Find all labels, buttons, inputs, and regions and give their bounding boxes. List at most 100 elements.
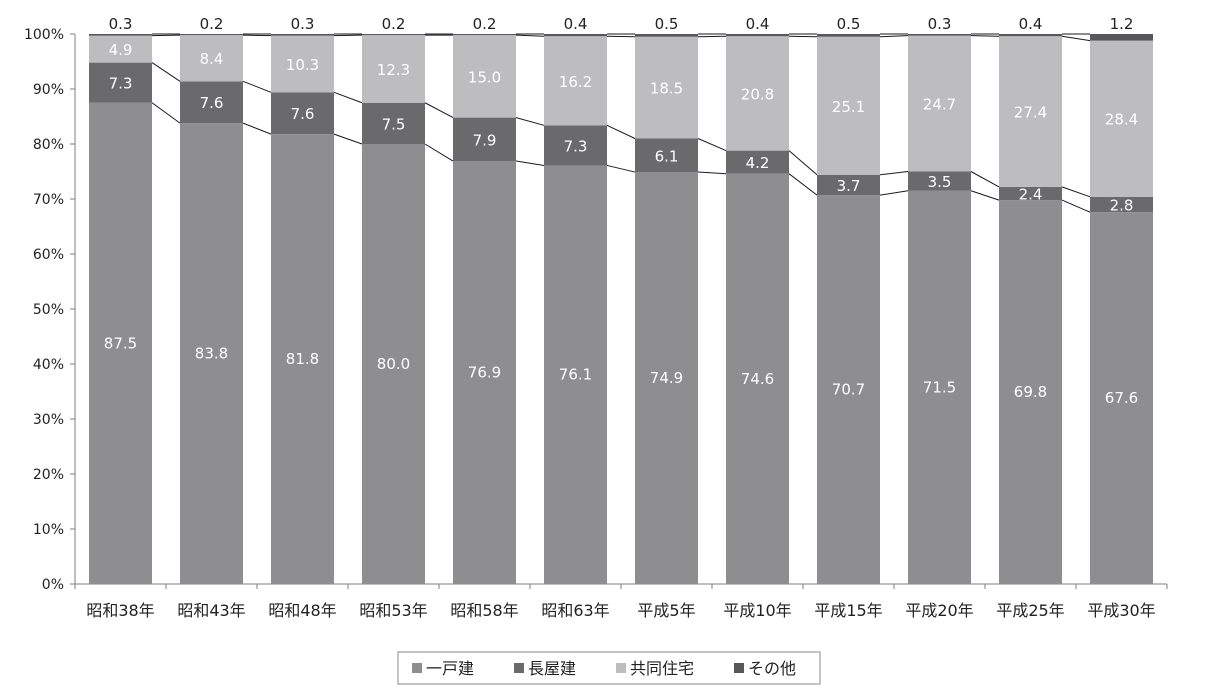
series-line — [515, 160, 545, 166]
bar-segment-3 — [635, 36, 698, 139]
y-tick-label: 10% — [33, 522, 64, 538]
data-label-2: 7.6 — [291, 105, 315, 123]
bar-segment-3 — [1090, 40, 1153, 197]
legend-label: 一戸建 — [426, 659, 474, 678]
series-line — [1061, 199, 1091, 213]
bar-segment-3 — [908, 35, 971, 172]
legend-label: 長屋建 — [528, 659, 576, 678]
bar-segment-3 — [180, 35, 243, 82]
bar-segment-2 — [271, 92, 334, 135]
data-label-3: 25.1 — [832, 98, 865, 116]
data-label-1: 76.1 — [559, 366, 592, 384]
bar-segment-1 — [908, 190, 971, 584]
legend-box — [397, 651, 821, 685]
bar-segment-1 — [1090, 212, 1153, 584]
y-tick-label: 90% — [33, 82, 64, 98]
data-label-4: 0.2 — [473, 15, 497, 33]
data-label-1: 74.9 — [650, 369, 683, 387]
bar-segment-2 — [362, 102, 425, 144]
bar-segment-2 — [817, 174, 880, 196]
data-label-4: 0.5 — [655, 15, 679, 33]
data-label-1: 87.5 — [104, 334, 137, 352]
data-label-4: 0.2 — [382, 15, 406, 33]
bar-segment-2 — [635, 138, 698, 173]
bar-segment-2 — [999, 186, 1062, 201]
data-label-2: 7.3 — [109, 75, 133, 93]
bar-segment-1 — [89, 102, 152, 584]
x-tick-label: 平成15年 — [814, 601, 882, 620]
y-tick-label: 40% — [33, 357, 64, 373]
bar-segment-1 — [180, 123, 243, 584]
data-label-2: 7.6 — [200, 94, 224, 112]
data-label-3: 24.7 — [923, 96, 956, 114]
y-tick-label: 30% — [33, 412, 64, 428]
legend-label: 共同住宅 — [630, 659, 694, 678]
bar-segment-3 — [544, 36, 607, 126]
data-label-2: 3.5 — [928, 173, 952, 191]
series-line — [1061, 35, 1091, 42]
bar-segment-1 — [362, 144, 425, 584]
x-tick-label: 平成10年 — [723, 601, 791, 620]
series-line — [515, 34, 545, 37]
series-line — [424, 143, 454, 162]
series-line — [1061, 186, 1091, 198]
series-line — [970, 171, 1000, 188]
y-tick-label: 100% — [24, 27, 64, 43]
legend-swatch — [514, 663, 524, 673]
data-label-1: 83.8 — [195, 345, 228, 363]
bar-segment-2 — [180, 81, 243, 124]
series-line — [333, 91, 363, 104]
bar-segment-1 — [453, 161, 516, 585]
data-label-3: 27.4 — [1014, 104, 1047, 122]
series-line — [424, 102, 454, 119]
y-tick-label: 20% — [33, 467, 64, 483]
series-line — [242, 122, 272, 135]
bar-segment-3 — [89, 35, 152, 63]
data-label-1: 67.6 — [1105, 389, 1138, 407]
legend-swatch — [412, 663, 422, 673]
data-label-4: 1.2 — [1110, 15, 1134, 33]
series-line — [788, 35, 818, 38]
x-tick-label: 昭和63年 — [541, 601, 609, 620]
series-line — [151, 34, 181, 37]
x-tick-label: 平成5年 — [637, 601, 695, 620]
series-line — [333, 133, 363, 145]
x-tick-label: 平成20年 — [905, 601, 973, 620]
legend-swatch — [616, 663, 626, 673]
data-label-4: 0.3 — [928, 15, 952, 33]
bars — [89, 34, 1153, 585]
x-tick-label: 昭和38年 — [86, 601, 154, 620]
bar-segment-1 — [635, 172, 698, 585]
bar-segment-1 — [726, 173, 789, 584]
data-label-4: 0.5 — [837, 15, 861, 33]
x-tick-label: 平成25年 — [996, 601, 1064, 620]
bar-segment-4 — [453, 34, 516, 36]
series-line — [697, 171, 727, 175]
series-line — [697, 138, 727, 152]
bar-segment-2 — [726, 150, 789, 174]
data-label-2: 6.1 — [655, 147, 679, 165]
data-label-3: 18.5 — [650, 80, 683, 98]
bar-segment-3 — [271, 35, 334, 93]
data-label-3: 28.4 — [1105, 111, 1138, 129]
series-line — [242, 80, 272, 93]
bar-segment-2 — [89, 62, 152, 103]
data-labels: 昭和38年 昭和43年 昭和48年 昭和53年 昭和58年 昭和63年 平成5年 平成10年 平… — [86, 15, 1155, 620]
series-line — [879, 190, 909, 196]
bar-segment-2 — [908, 171, 971, 191]
data-label-2: 2.4 — [1019, 186, 1043, 204]
series-line — [606, 164, 636, 173]
bar-segment-1 — [817, 195, 880, 584]
bar-segment-1 — [271, 134, 334, 584]
data-label-2: 7.5 — [382, 115, 406, 133]
bar-segment-4 — [1090, 34, 1153, 41]
series-line — [788, 173, 818, 196]
bar-segment-4 — [362, 34, 425, 36]
axes: 0% 10% 20% 30% 40% 50% 60% 70% 80% 90% 100% — [24, 27, 1168, 593]
data-label-3: 10.3 — [286, 56, 319, 74]
data-label-1: 80.0 — [377, 355, 410, 373]
bar-segment-2 — [544, 125, 607, 166]
data-label-2: 2.8 — [1110, 197, 1134, 215]
data-label-3: 20.8 — [741, 85, 774, 103]
